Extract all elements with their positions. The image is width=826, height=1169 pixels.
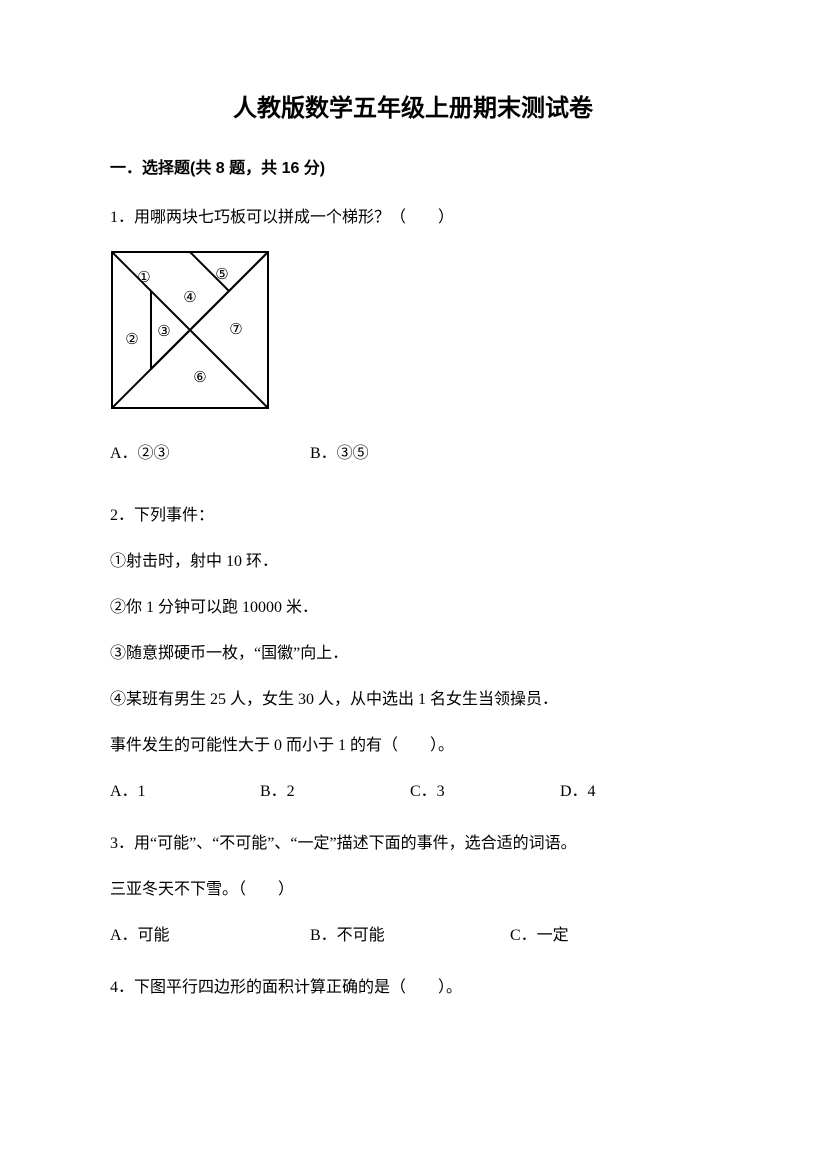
- question-1: 1．用哪两块七巧板可以拼成一个梯形？（ ） ① ② ③ ④ ⑤ ⑥ ⑦: [110, 202, 716, 470]
- svg-text:②: ②: [125, 332, 138, 348]
- question-3: 3．用“可能”、“不可能”、“一定”描述下面的事件，选合适的词语。 三亚冬天不下…: [110, 828, 716, 952]
- q2-option-a[interactable]: A．1: [110, 776, 260, 808]
- svg-text:⑤: ⑤: [215, 267, 228, 283]
- question-4: 4．下图平行四边形的面积计算正确的是（ ）。: [110, 972, 716, 1004]
- q3-line1: 三亚冬天不下雪。（ ）: [110, 874, 716, 906]
- q1-options: A．②③ B．③⑤: [110, 438, 716, 470]
- question-2: 2．下列事件： ①射击时，射中 10 环． ②你 1 分钟可以跑 10000 米…: [110, 500, 716, 808]
- q3-text: 3．用“可能”、“不可能”、“一定”描述下面的事件，选合适的词语。: [110, 828, 716, 860]
- q4-text: 4．下图平行四边形的面积计算正确的是（ ）。: [110, 972, 716, 1004]
- q2-line3: ③随意掷硬币一枚，“国徽”向上．: [110, 638, 716, 670]
- svg-text:①: ①: [137, 270, 150, 286]
- q2-option-d[interactable]: D．4: [560, 776, 710, 808]
- q2-option-c[interactable]: C．3: [410, 776, 560, 808]
- svg-text:④: ④: [183, 290, 196, 306]
- q3-option-c[interactable]: C．一定: [510, 920, 660, 952]
- q2-line5: 事件发生的可能性大于 0 而小于 1 的有（ ）。: [110, 730, 716, 762]
- svg-text:③: ③: [157, 324, 170, 340]
- q2-line4: ④某班有男生 25 人，女生 30 人，从中选出 1 名女生当领操员．: [110, 684, 716, 716]
- q2-text: 2．下列事件：: [110, 500, 716, 532]
- tangram-svg: ① ② ③ ④ ⑤ ⑥ ⑦: [110, 250, 270, 410]
- tangram-figure: ① ② ③ ④ ⑤ ⑥ ⑦: [110, 250, 716, 410]
- q2-line2: ②你 1 分钟可以跑 10000 米．: [110, 592, 716, 624]
- svg-text:⑦: ⑦: [229, 322, 242, 338]
- q1-option-a[interactable]: A．②③: [110, 438, 310, 470]
- svg-text:⑥: ⑥: [193, 370, 206, 386]
- section-1-header: 一．选择题(共 8 题，共 16 分): [110, 156, 716, 182]
- q2-option-b[interactable]: B．2: [260, 776, 410, 808]
- q1-text: 1．用哪两块七巧板可以拼成一个梯形？（ ）: [110, 202, 716, 234]
- q3-option-b[interactable]: B．不可能: [310, 920, 510, 952]
- q3-options: A．可能 B．不可能 C．一定: [110, 920, 716, 952]
- q1-option-b[interactable]: B．③⑤: [310, 438, 510, 470]
- q2-line1: ①射击时，射中 10 环．: [110, 546, 716, 578]
- q3-option-a[interactable]: A．可能: [110, 920, 310, 952]
- q2-options: A．1 B．2 C．3 D．4: [110, 776, 716, 808]
- page-title: 人教版数学五年级上册期末测试卷: [110, 90, 716, 128]
